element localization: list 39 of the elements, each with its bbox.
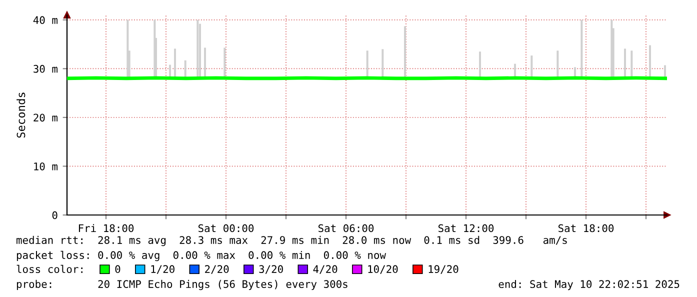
bar bbox=[580, 20, 583, 78]
legend-label: 4/20 bbox=[313, 265, 338, 274]
bar bbox=[610, 20, 613, 78]
bar bbox=[199, 24, 201, 78]
text: probe: 20 ICMP Echo Pings (56 Bytes) every 300s bbox=[16, 280, 348, 290]
x-tick-label: Sat 12:00 bbox=[438, 224, 494, 232]
x-tick-label: Fri 18:00 bbox=[78, 224, 134, 232]
bar bbox=[649, 45, 651, 78]
legend-label: 1/20 bbox=[151, 265, 174, 274]
bar bbox=[196, 20, 199, 78]
y-tick-label: 40 m bbox=[33, 16, 58, 24]
text: packet loss: 0.00 % avg 0.00 % max 0.00 % min 0.00 % now bbox=[16, 250, 386, 262]
legend-label: 19/20 bbox=[428, 265, 458, 274]
bar bbox=[174, 48, 176, 78]
text: median rtt: 28.1 ms avg 28.3 ms max 27.9 ms min 28.0 ms now 0.1 ms sd 399.6 am/s bbox=[16, 236, 567, 246]
y-tick-label: 10 m bbox=[34, 162, 58, 170]
bar bbox=[624, 48, 626, 78]
legend-label: 2/20 bbox=[205, 265, 229, 274]
bar bbox=[382, 49, 384, 78]
bar bbox=[556, 50, 559, 78]
x-tick-label: Sat 06:00 bbox=[318, 224, 374, 232]
y-tick-label: 20 m bbox=[34, 114, 58, 122]
x-tick-label: Sat 18:00 bbox=[558, 224, 614, 232]
x-tick-label: Sat 00:00 bbox=[198, 224, 254, 232]
bar bbox=[404, 26, 406, 78]
bar bbox=[224, 48, 226, 78]
y-tick-label: 0 bbox=[52, 211, 58, 220]
bar bbox=[366, 50, 368, 78]
bar bbox=[204, 48, 206, 78]
legend-label: 0 bbox=[115, 265, 120, 274]
legend-label: 10/20 bbox=[368, 265, 398, 274]
y-tick-label: 30 m bbox=[34, 64, 58, 73]
legend-title: loss color: bbox=[16, 264, 82, 274]
bar bbox=[630, 50, 633, 78]
y-axis-title: Seconds bbox=[16, 92, 26, 138]
legend-label: 3/20 bbox=[259, 265, 283, 274]
bar bbox=[530, 55, 533, 78]
bar bbox=[479, 52, 481, 78]
text: end: Sat May 10 22:02:51 2025 bbox=[498, 280, 680, 290]
